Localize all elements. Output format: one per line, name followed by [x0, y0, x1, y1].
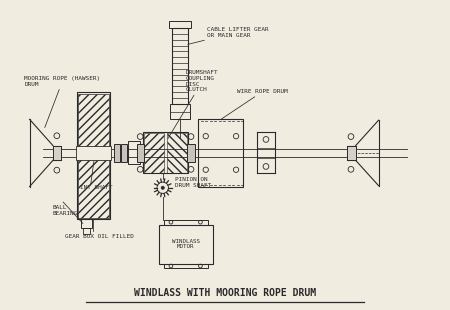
Text: GEAR BOX OIL FILLED: GEAR BOX OIL FILLED — [65, 234, 134, 239]
Text: MOORING ROPE (HAWSER)
DRUM: MOORING ROPE (HAWSER) DRUM — [24, 76, 100, 127]
Bar — [170, 104, 190, 119]
Bar — [159, 225, 213, 264]
Text: BALL
BEARING: BALL BEARING — [52, 206, 77, 216]
Bar — [83, 228, 90, 234]
Text: WIRE ROPE DRUM: WIRE ROPE DRUM — [221, 89, 288, 119]
Bar — [143, 132, 188, 173]
Bar — [53, 146, 61, 160]
Bar — [167, 133, 187, 173]
Text: CABLE LIFTER GEAR
OR MAIN GEAR: CABLE LIFTER GEAR OR MAIN GEAR — [188, 27, 268, 44]
Bar — [121, 144, 127, 162]
Bar — [163, 220, 208, 225]
Text: WINDLASS
MOTOR: WINDLASS MOTOR — [172, 239, 200, 250]
Text: PINION ON
DRUM SHAFT: PINION ON DRUM SHAFT — [175, 177, 212, 188]
Bar — [128, 141, 140, 164]
Bar — [144, 133, 164, 173]
Bar — [172, 28, 188, 104]
Circle shape — [161, 186, 164, 189]
Bar — [76, 146, 111, 160]
Bar — [169, 21, 191, 28]
Bar — [163, 264, 208, 268]
Bar — [198, 119, 243, 187]
Text: DRUMSHAFT
COUPLING
DISC
CLUTCH: DRUMSHAFT COUPLING DISC CLUTCH — [168, 70, 219, 139]
Bar — [346, 146, 356, 160]
Bar — [81, 219, 92, 228]
Text: INT SHAFT: INT SHAFT — [80, 185, 112, 190]
Bar — [76, 92, 110, 219]
Bar — [187, 144, 195, 162]
Bar — [78, 94, 109, 218]
Bar — [113, 144, 120, 162]
Text: WINDLASS WITH MOORING ROPE DRUM: WINDLASS WITH MOORING ROPE DRUM — [134, 288, 316, 298]
Bar — [136, 144, 144, 162]
